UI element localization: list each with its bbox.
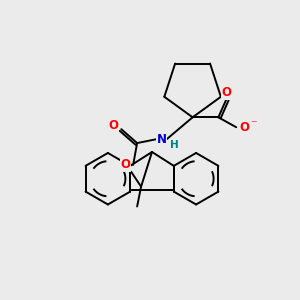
Text: O: O: [221, 86, 231, 99]
Text: O: O: [120, 158, 130, 171]
Text: ⁻: ⁻: [250, 118, 256, 131]
Text: O: O: [108, 119, 118, 132]
Text: N: N: [157, 133, 167, 146]
Text: H: H: [170, 140, 179, 150]
Text: O: O: [239, 121, 249, 134]
